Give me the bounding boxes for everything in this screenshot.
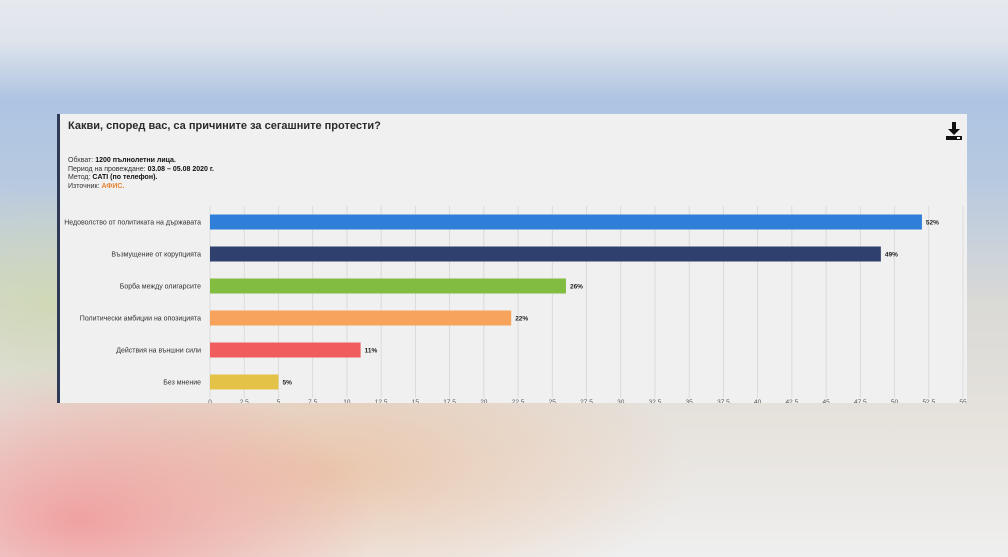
value-label: 49% bbox=[885, 252, 898, 259]
meta-coverage-value: 1200 пълнолетни лица. bbox=[95, 157, 176, 164]
bar bbox=[210, 342, 361, 358]
bar bbox=[210, 246, 881, 262]
meta-period-value: 03.08 – 05.08 2020 г. bbox=[147, 165, 215, 173]
download-icon[interactable] bbox=[945, 121, 963, 141]
meta-method: Метод: CATI (по телефон). bbox=[68, 174, 214, 183]
meta-source-label: Източник: bbox=[68, 182, 100, 190]
survey-meta: Обхват: 1200 пълнолетни лица. Период на … bbox=[68, 157, 214, 191]
x-tick-label: 42.5 bbox=[786, 399, 799, 403]
chart-panel: Какви, според вас, са причините за сегаш… bbox=[57, 114, 967, 403]
meta-period-label: Период на провеждане: bbox=[68, 165, 146, 173]
x-tick-label: 40 bbox=[754, 399, 762, 403]
bar-chart: 0 2.5 5 7.5 10 12.5 15 17.5 20 22.5 25 27.5 30 32.5 35… bbox=[64, 206, 967, 403]
x-tick-label: 2.5 bbox=[240, 399, 249, 403]
bar bbox=[210, 278, 566, 294]
x-tick-label: 37.5 bbox=[717, 399, 730, 403]
meta-method-value: CATI (по телефон). bbox=[92, 174, 158, 181]
x-tick-label: 22.5 bbox=[512, 399, 525, 403]
x-tick-label: 20 bbox=[480, 399, 488, 403]
bar bbox=[210, 374, 279, 390]
value-label: 52% bbox=[926, 220, 939, 227]
x-tick-label: 15 bbox=[412, 399, 420, 403]
x-tick-label: 32.5 bbox=[649, 399, 662, 403]
meta-coverage-label: Обхват: bbox=[68, 157, 94, 164]
x-tick-label: 52.5 bbox=[922, 399, 935, 403]
category-label: Действия на външни сили bbox=[116, 347, 201, 355]
x-tick-label: 45 bbox=[822, 399, 830, 403]
category-label: Недоволство от политиката на държавата bbox=[64, 220, 201, 227]
x-tick-label: 17.5 bbox=[443, 399, 456, 403]
category-label: Политически амбиции на опозицията bbox=[80, 315, 201, 323]
x-tick-label: 12.5 bbox=[375, 399, 388, 403]
meta-period: Период на провеждане: 03.08 – 05.08 2020… bbox=[68, 166, 214, 175]
value-label: 22% bbox=[515, 316, 528, 323]
meta-coverage: Обхват: 1200 пълнолетни лица. bbox=[68, 157, 214, 166]
x-tick-label: 35 bbox=[686, 399, 694, 403]
value-label: 11% bbox=[365, 348, 378, 355]
x-tick-label: 55 bbox=[959, 399, 967, 403]
meta-source: Източник: АФИС. bbox=[68, 183, 214, 192]
x-tick-label: 7.5 bbox=[308, 399, 317, 403]
category-label: Възмущение от корупцията bbox=[111, 252, 201, 259]
chart-title: Какви, според вас, са причините за сегаш… bbox=[68, 120, 381, 132]
bar bbox=[210, 310, 512, 326]
x-tick-label: 10 bbox=[343, 399, 351, 403]
category-label: Борба между олигарсите bbox=[120, 283, 201, 291]
meta-method-label: Метод: bbox=[68, 174, 91, 181]
x-tick-label: 27.5 bbox=[580, 399, 593, 403]
x-tick-label: 0 bbox=[208, 399, 212, 403]
x-tick-label: 50 bbox=[891, 399, 899, 403]
value-label: 26% bbox=[570, 284, 583, 291]
x-tick-label: 5 bbox=[277, 399, 281, 403]
bar bbox=[210, 214, 922, 230]
meta-source-value: АФИС. bbox=[101, 182, 125, 190]
x-tick-label: 30 bbox=[617, 399, 625, 403]
category-label: Без мнение bbox=[163, 380, 201, 387]
value-label: 5% bbox=[282, 380, 292, 387]
x-tick-label: 25 bbox=[549, 399, 557, 403]
x-tick-label: 47.5 bbox=[854, 399, 867, 403]
